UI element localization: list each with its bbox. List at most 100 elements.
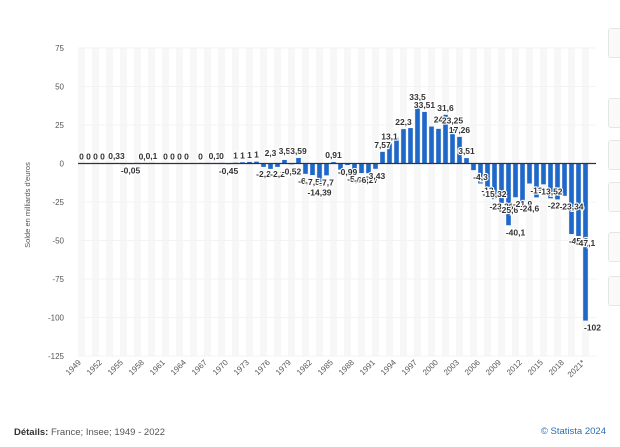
x-axis: 1949 1952 1955 1958 1961 1964 1967 1970 1973 1976… [64, 358, 587, 380]
data-labels: 0 0 0 0 00,33-0-0,050,10,1 0 0 0 0 0 0,10-0,451 1 1 1… [78, 91, 602, 334]
bar [373, 163, 378, 169]
bar [296, 157, 301, 164]
bar [457, 136, 462, 164]
bar [310, 163, 315, 176]
data-label: 1 [240, 150, 245, 160]
data-label: 24 [434, 115, 444, 125]
data-label: -23,26 [489, 201, 513, 211]
bar [317, 163, 322, 186]
y-tick-label: -125 [48, 352, 65, 361]
bar [394, 137, 399, 164]
bar [527, 163, 532, 184]
bar [331, 162, 336, 164]
bar [478, 163, 483, 184]
bar [415, 104, 420, 164]
data-label: -5,4 [347, 174, 362, 184]
x-tick-label: 2006 [463, 358, 482, 377]
bar [359, 163, 364, 174]
bar [520, 163, 525, 202]
data-label: -45,8 [569, 236, 589, 246]
data-label: 0 [100, 152, 105, 162]
x-tick-label: 2003 [442, 358, 461, 377]
bar [443, 114, 448, 164]
data-label: 1 [254, 150, 259, 160]
gridlines [78, 47, 596, 357]
data-label: -14,39 [307, 188, 331, 198]
y-axis: 75 50 25 0 -25 -50 -75 -100 -125 [48, 44, 65, 361]
bar [261, 163, 266, 167]
data-label: 17,26 [449, 125, 471, 135]
bar [499, 163, 504, 203]
data-label: -25,6 [499, 205, 519, 215]
data-label: -7,5 [305, 177, 320, 187]
data-label: 0 [219, 151, 224, 161]
data-label: 3,51 [458, 146, 475, 156]
side-tab[interactable] [608, 276, 620, 306]
data-label: -0,05 [121, 166, 141, 176]
data-label: -47,1 [576, 238, 596, 248]
x-tick-label: 1994 [379, 358, 398, 377]
data-label: -6,27 [359, 175, 379, 185]
bar [324, 163, 329, 176]
data-label: -0,99 [338, 167, 358, 177]
data-label: -3,43 [366, 171, 386, 181]
data-label: 0 [93, 152, 98, 162]
x-tick-label: 1970 [211, 358, 230, 377]
data-label: 0 [170, 152, 175, 162]
x-tick-label: 2015 [526, 358, 545, 377]
side-tab[interactable] [608, 182, 620, 212]
statista-credit[interactable]: © Statista 2024 [541, 426, 606, 437]
data-label: 7,57 [374, 140, 391, 150]
data-label: -23,34 [559, 201, 583, 211]
side-tab[interactable] [608, 232, 620, 262]
data-label: 2,3 [265, 148, 277, 158]
data-label: 0 [107, 152, 112, 162]
y-tick-label: -100 [48, 314, 65, 323]
x-tick-label: 1958 [127, 358, 146, 377]
details-label: Détails: [14, 427, 49, 438]
x-tick-label: 1991 [358, 358, 377, 377]
data-label: 0 [79, 152, 84, 162]
bar [240, 162, 245, 164]
bar [450, 127, 455, 164]
x-tick-label: 1952 [85, 358, 104, 377]
side-tab[interactable] [608, 140, 620, 170]
x-tick-label: 2000 [421, 358, 440, 377]
credit-text[interactable]: © Statista 2024 [540, 426, 606, 437]
bar [282, 159, 287, 164]
data-label: 13,1 [381, 131, 398, 141]
data-label: 0,33 [108, 151, 125, 161]
side-tab[interactable] [608, 28, 620, 58]
bar [338, 163, 343, 170]
bar [576, 163, 581, 237]
bar [303, 163, 308, 174]
data-label: -6,7 [298, 176, 313, 186]
data-label: 3,5 [279, 146, 291, 156]
source-details: Détails: France; Insee; 1949 - 2022 [14, 427, 165, 438]
side-tab[interactable] [608, 98, 620, 128]
x-tick-label: 1967 [190, 358, 209, 377]
x-tick-label: 1973 [232, 358, 251, 377]
data-label: -6,2 [354, 175, 369, 185]
details-text: France; Insee; 1949 - 2022 [50, 427, 166, 438]
bar [548, 163, 553, 199]
data-label: 31,6 [437, 103, 454, 113]
bar [380, 151, 385, 164]
y-axis-label: Solde en milliards d'euros [23, 162, 32, 248]
data-label: 0 [177, 152, 182, 162]
bar [562, 163, 567, 196]
x-tick-label: 2018 [547, 358, 566, 377]
bar [408, 128, 413, 164]
x-tick-label: 1976 [253, 358, 272, 377]
y-tick-label: -75 [52, 275, 64, 284]
x-tick-label: 2021* [566, 358, 587, 379]
bar [366, 163, 371, 174]
bar [513, 163, 518, 198]
bar [569, 163, 574, 235]
y-tick-label: 0 [60, 160, 65, 169]
bar [436, 128, 441, 164]
data-label: 0 [184, 152, 189, 162]
bar [401, 129, 406, 164]
bar [268, 163, 273, 169]
